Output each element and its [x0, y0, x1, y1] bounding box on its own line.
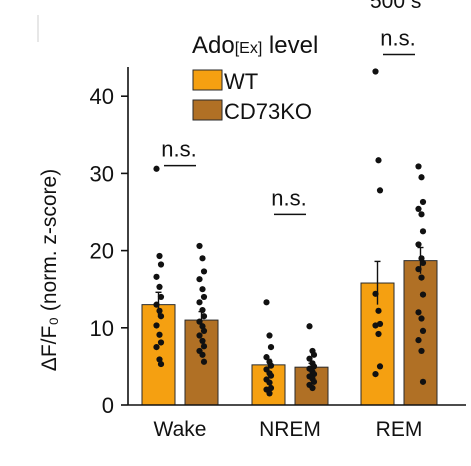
data-point [309, 384, 316, 392]
data-point [376, 187, 384, 194]
data-point [415, 241, 422, 248]
data-point [418, 347, 425, 355]
y-axis-label: ΔF/F₀ (norm. z-score) [38, 169, 61, 371]
legend-label: CD73KO [224, 99, 312, 124]
data-point [153, 322, 160, 329]
legend-label: WT [224, 69, 258, 94]
significance-label: n.s. [271, 185, 306, 210]
data-point [419, 327, 427, 334]
data-point [376, 363, 384, 370]
data-point [266, 390, 273, 397]
x-tick-label: REM [376, 418, 423, 441]
data-point [419, 378, 427, 385]
legend-swatch [192, 99, 223, 121]
data-point [157, 360, 165, 368]
data-point [306, 355, 313, 362]
data-point [199, 337, 206, 345]
data-point [375, 330, 382, 338]
data-point [415, 337, 422, 344]
data-point [200, 268, 208, 275]
data-points [153, 68, 427, 397]
y-tick-label: 20 [90, 239, 114, 264]
legend-items: WT CD73KO [192, 69, 312, 124]
data-point [153, 165, 160, 172]
data-point [153, 344, 160, 351]
data-point [153, 301, 160, 308]
significance-label: n.s. [380, 26, 415, 51]
legend-title-subscript: [Ex] [235, 40, 263, 57]
data-point [418, 274, 425, 281]
legend: Ado[Ex] level [192, 32, 318, 59]
data-point [415, 266, 422, 273]
data-point [199, 306, 206, 314]
data-point [418, 211, 425, 218]
data-point [196, 299, 203, 306]
cropped-top-text: 500 s [370, 0, 421, 13]
data-point [199, 286, 206, 293]
legend-title-suffix: level [262, 32, 318, 59]
data-point [415, 205, 422, 213]
data-point [372, 68, 379, 75]
data-point [199, 351, 206, 358]
y-tick-label: 0 [102, 393, 114, 418]
data-point [157, 339, 165, 346]
data-point [157, 261, 165, 268]
data-point [419, 198, 427, 206]
x-tick-label: NREM [259, 418, 321, 441]
data-point [156, 307, 163, 314]
data-point [372, 371, 379, 378]
x-axis: Wake NREM REM [128, 404, 466, 441]
data-point [153, 273, 160, 280]
data-point [196, 276, 203, 283]
data-point [200, 293, 208, 301]
data-point [419, 291, 427, 298]
data-point [266, 332, 273, 339]
data-point [200, 343, 208, 350]
significance-annotations: n.s. n.s. n.s. [161, 26, 416, 216]
legend-title: Ado[Ex] level [192, 32, 318, 59]
y-tick-label: 10 [90, 316, 114, 341]
data-point [419, 228, 427, 235]
y-axis: 0 10 20 30 40 [90, 67, 129, 418]
data-point [375, 307, 382, 314]
data-point [266, 379, 273, 386]
data-point [200, 358, 208, 365]
data-point [196, 318, 203, 325]
data-point [310, 378, 318, 385]
data-point [267, 362, 275, 369]
data-point [196, 332, 203, 339]
data-point [156, 252, 163, 260]
bar [141, 304, 176, 406]
data-point [157, 313, 165, 320]
data-point [418, 174, 425, 181]
data-point [199, 255, 206, 262]
data-point [200, 313, 208, 320]
data-point [263, 299, 270, 306]
data-point [372, 290, 379, 297]
data-point [196, 242, 203, 250]
data-point [263, 354, 270, 361]
data-point [418, 315, 425, 322]
y-tick-label: 30 [90, 161, 114, 186]
data-point [200, 327, 208, 334]
y-tick-label: 40 [90, 84, 114, 109]
legend-swatch [192, 69, 223, 91]
data-point [419, 259, 427, 267]
data-point [267, 372, 275, 379]
data-point [306, 323, 313, 330]
data-point [156, 331, 163, 338]
data-point [372, 322, 379, 329]
x-tick-label: Wake [154, 418, 207, 441]
data-point [156, 283, 163, 290]
significance-label: n.s. [161, 137, 196, 162]
data-point [267, 344, 275, 351]
legend-title-main: Ado [192, 32, 235, 59]
bars [141, 246, 438, 406]
data-point [310, 351, 318, 358]
data-point [157, 293, 165, 301]
data-point [415, 163, 422, 170]
data-point [415, 309, 422, 316]
data-point [375, 157, 382, 164]
